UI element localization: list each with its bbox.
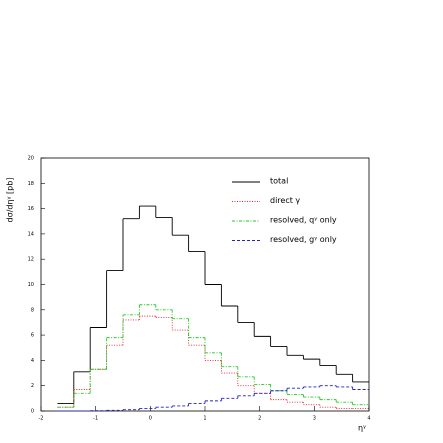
x-tick-label: 1 [203,416,206,422]
x-tick-label: -2 [39,416,44,422]
y-tick-label: 6 [31,333,34,339]
legend-label: total [270,177,288,186]
legend-label: resolved, gᵞ only [270,235,337,244]
y-tick-label: 12 [28,257,34,263]
x-axis-label: ηᵞ [358,424,366,433]
legend-label: resolved, qᵞ only [270,216,337,225]
x-tick-label: 4 [367,416,370,422]
y-tick-label: 10 [28,282,34,288]
y-tick-label: 2 [31,383,34,389]
y-tick-label: 20 [28,156,34,162]
x-tick-label: 0 [149,416,152,422]
legend-label: direct γ [270,196,300,205]
y-tick-label: 16 [28,206,34,212]
y-tick-label: 14 [28,231,34,237]
y-tick-label: 18 [28,181,34,187]
x-tick-label: -1 [93,416,98,422]
y-axis-label: dσ/dηᵞ [pb] [6,178,15,223]
x-tick-label: 3 [313,416,316,422]
y-tick-label: 8 [31,307,34,313]
y-tick-label: 0 [31,409,34,415]
y-tick-label: 4 [31,358,34,364]
x-tick-label: 2 [258,416,261,422]
